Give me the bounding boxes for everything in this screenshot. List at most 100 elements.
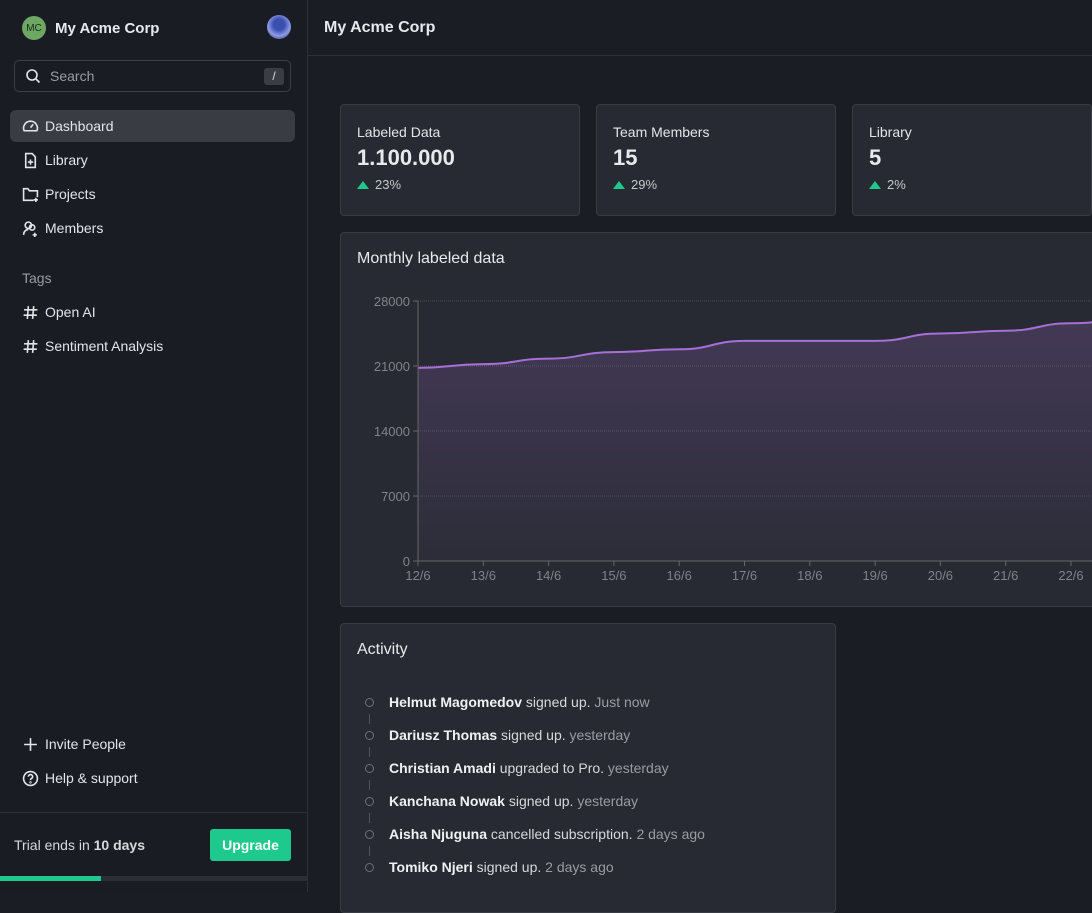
help-circle-icon (22, 770, 39, 786)
activity-title: Activity (357, 641, 408, 658)
users-plus-icon (22, 220, 37, 237)
sidebar-item-library[interactable]: Library (10, 144, 295, 176)
timeline-connector (369, 846, 370, 856)
x-tick-label: 14/6 (536, 568, 561, 583)
stat-value: 1.100.000 (357, 145, 455, 170)
stat-label: Team Members (613, 124, 710, 140)
org-avatar: MC (22, 16, 46, 40)
plus-icon (24, 737, 37, 751)
y-tick-label: 14000 (374, 424, 410, 439)
search-shortcut: / (264, 68, 284, 85)
sidebar-item-dashboard[interactable]: Dashboard (10, 110, 295, 142)
tag-open-ai[interactable]: Open AI (10, 296, 295, 328)
tag-label: Sentiment Analysis (45, 338, 164, 354)
x-tick-label: 16/6 (667, 568, 692, 583)
invite-people-button[interactable]: Invite People (10, 728, 295, 760)
sidebar-item-members[interactable]: Members (10, 212, 295, 244)
help-label: Help & support (45, 770, 138, 786)
search-input[interactable]: Search / (14, 60, 291, 92)
timeline-connector (369, 714, 370, 724)
timeline-connector (369, 747, 370, 757)
x-tick-label: 15/6 (601, 568, 626, 583)
tag-label: Open AI (45, 304, 96, 320)
stat-change: 23% (357, 177, 563, 192)
y-tick-label: 28000 (374, 294, 410, 309)
activity-item: Kanchana Nowak signed up. yesterday (365, 793, 638, 809)
chart-title: Monthly labeled data (357, 250, 505, 267)
nav-label: Dashboard (45, 118, 114, 134)
monthly-labeled-data-chart: 0 7000 14000 21000 28000 12/6 13/6 14/6 15/6 16/6… (374, 294, 1092, 583)
timeline-dot-icon (365, 862, 374, 872)
tag-sentiment-analysis[interactable]: Sentiment Analysis (10, 330, 295, 362)
divider (0, 812, 307, 813)
gauge-icon (22, 119, 39, 132)
timeline-dot-icon (365, 730, 374, 740)
timeline-dot-icon (365, 796, 374, 806)
timeline-dot-icon (365, 763, 374, 773)
trial-text: Trial ends in (14, 837, 94, 853)
folder-plus-icon (22, 187, 39, 202)
x-tick-label: 18/6 (797, 568, 822, 583)
hash-icon (23, 305, 38, 319)
sidebar-item-projects[interactable]: Projects (10, 178, 295, 210)
y-tick-label: 0 (403, 554, 410, 569)
activity-time: Just now (594, 694, 650, 710)
stat-card-labeled-data: Labeled Data 1.100.000 23% (340, 104, 580, 216)
page-header: My Acme Corp (308, 0, 1092, 56)
file-plus-icon (24, 152, 37, 168)
activity-user: Tomiko Njeri (389, 859, 473, 875)
activity-item: Helmut Magomedov signed up. Just now (365, 694, 650, 710)
user-avatar[interactable] (267, 15, 291, 39)
hash-icon (23, 339, 38, 353)
timeline-dot-icon (365, 697, 374, 707)
activity-action: cancelled subscription. (490, 826, 633, 842)
stat-change: 29% (613, 177, 819, 192)
trend-up-icon (613, 180, 625, 189)
nav-label: Members (45, 220, 104, 236)
activity-item: Christian Amadi upgraded to Pro. yesterd… (365, 760, 669, 776)
org-name: My Acme Corp (55, 19, 160, 37)
nav-label: Library (45, 152, 88, 168)
activity-card: Activity Helmut Magomedov signed up. Jus… (340, 623, 836, 913)
timeline-connector (369, 813, 370, 823)
org-switcher[interactable]: MC My Acme Corp (22, 16, 159, 40)
stat-change-value: 23% (375, 177, 402, 192)
activity-action: signed up. (501, 727, 566, 743)
stat-value: 5 (869, 145, 882, 170)
search-icon (26, 69, 41, 84)
timeline-connector (369, 780, 370, 790)
y-tick-label: 7000 (381, 489, 410, 504)
activity-time: yesterday (569, 727, 631, 743)
invite-label: Invite People (45, 736, 126, 752)
trial-progress-fill (0, 876, 102, 881)
x-tick-label: 20/6 (928, 568, 953, 583)
activity-user: Dariusz Thomas (389, 727, 498, 743)
stat-value: 15 (613, 145, 638, 170)
trial-days: 10 days (93, 837, 145, 853)
trend-up-icon (869, 180, 881, 189)
stat-label: Labeled Data (357, 124, 441, 140)
help-support-link[interactable]: Help & support (10, 762, 295, 794)
page-title: My Acme Corp (324, 18, 436, 36)
activity-action: signed up. (508, 793, 574, 809)
y-tick-label: 21000 (374, 359, 410, 374)
activity-item: Dariusz Thomas signed up. yesterday (365, 727, 630, 743)
x-tick-label: 13/6 (471, 568, 496, 583)
nav-label: Projects (45, 186, 96, 202)
timeline-dot-icon (365, 829, 374, 839)
trial-progress-bar (0, 876, 307, 881)
activity-time: yesterday (577, 793, 639, 809)
x-tick-label: 19/6 (862, 568, 887, 583)
activity-user: Aisha Njuguna (389, 826, 488, 842)
stat-change: 2% (869, 177, 1075, 192)
activity-action: signed up. (476, 859, 542, 875)
activity-user: Christian Amadi (389, 760, 496, 776)
sidebar: MC My Acme Corp Search / Dashboard Libra… (0, 0, 308, 892)
upgrade-button[interactable]: Upgrade (210, 829, 291, 861)
search-placeholder: Search (50, 68, 95, 84)
activity-action: upgraded to Pro. (499, 760, 605, 776)
series-line (417, 321, 1092, 369)
chart-card: Monthly labeled data 0 7000 14000 21000 2800… (340, 232, 1092, 607)
stat-card-team-members: Team Members 15 29% (596, 104, 836, 216)
trial-notice: Trial ends in 10 days (14, 837, 145, 853)
